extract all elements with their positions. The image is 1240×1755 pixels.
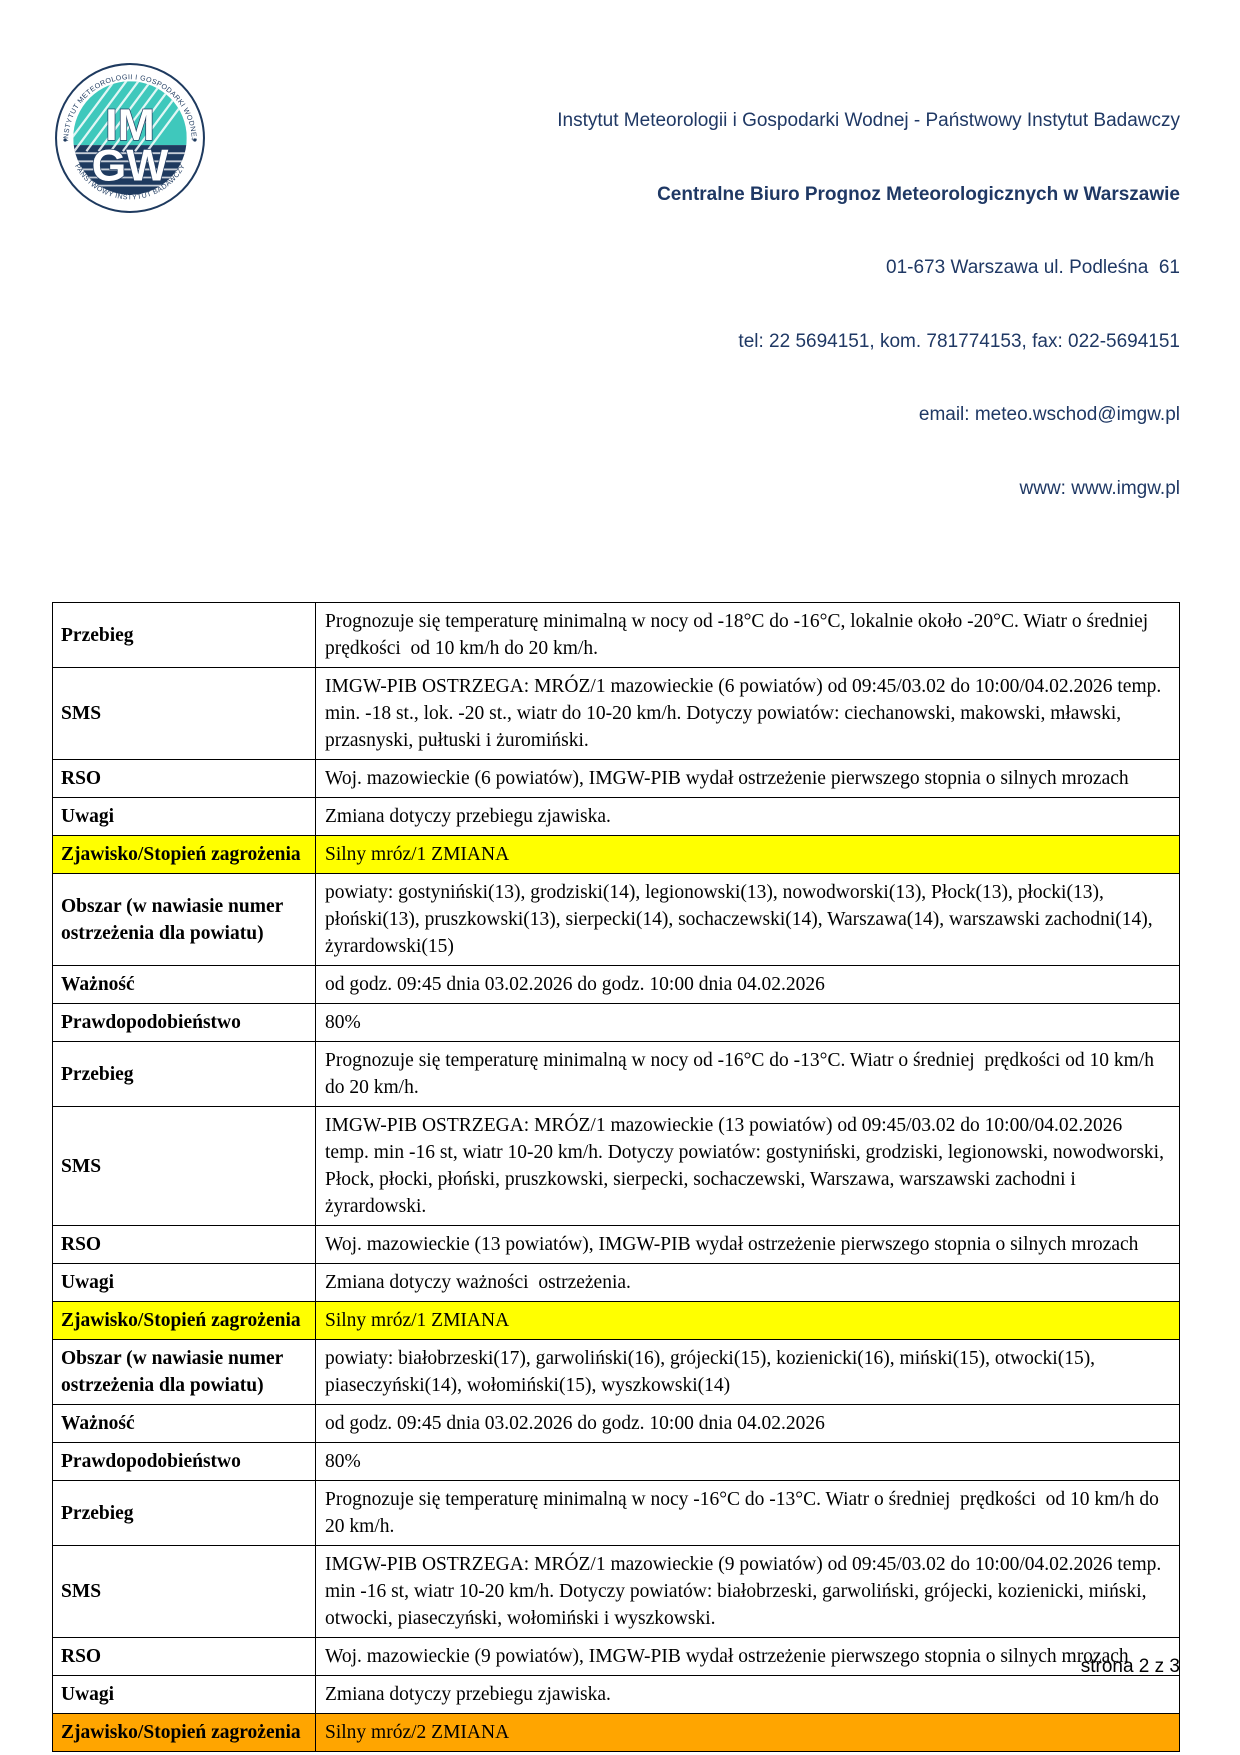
header-institute-name: Instytut Meteorologii i Gospodarki Wodne…	[557, 110, 1180, 131]
row-value: Woj. mazowieckie (9 powiatów), IMGW-PIB …	[315, 1637, 1180, 1676]
row-label: Prawdopodobieństwo	[52, 1442, 316, 1481]
row-value: Zmiana dotyczy przebiegu zjawiska.	[315, 1675, 1180, 1714]
row-label: Zjawisko/Stopień zagrożenia	[52, 1713, 316, 1752]
row-value: Prognozuje się temperaturę minimalną w n…	[315, 1480, 1180, 1546]
document-header: IM GW INSTYTUT METEOROLOGII I GOSPODARKI…	[0, 0, 1240, 550]
page-number: strona 2 z 3	[1080, 1656, 1180, 1677]
table-row: Zjawisko/Stopień zagrożenia Silny mróz/2 …	[52, 1713, 1180, 1752]
table-row: Uwagi Zmiana dotyczy przebiegu zjawiska.	[52, 1675, 1180, 1714]
row-label: Ważność	[52, 1404, 316, 1443]
row-label: Obszar (w nawiasie numer ostrzeżenia dla…	[52, 1339, 316, 1405]
row-value: Silny mróz/1 ZMIANA	[315, 835, 1180, 874]
row-label: Obszar (w nawiasie numer ostrzeżenia dla…	[52, 873, 316, 966]
table-row: Uwagi Zmiana dotyczy ważności ostrzeżenia…	[52, 1263, 1180, 1302]
table-row: Obszar (w nawiasie numer ostrzeżenia dla…	[52, 873, 1180, 966]
row-label: Przebieg	[52, 1041, 316, 1107]
row-value: Prognozuje się temperaturę minimalną w n…	[315, 602, 1180, 668]
row-label: Zjawisko/Stopień zagrożenia	[52, 1301, 316, 1340]
table-row: SMS IMGW-PIB OSTRZEGA: MRÓZ/1 mazowieckie…	[52, 667, 1180, 760]
row-value: Silny mróz/2 ZMIANA	[315, 1713, 1180, 1752]
row-value: IMGW-PIB OSTRZEGA: MRÓZ/1 mazowieckie (9…	[315, 1545, 1180, 1638]
row-label: Przebieg	[52, 602, 316, 668]
table-row: RSO Woj. mazowieckie (13 powiatów), IMGW-…	[52, 1225, 1180, 1264]
table-row: Zjawisko/Stopień zagrożenia Silny mróz/1 …	[52, 835, 1180, 874]
row-value: od godz. 09:45 dnia 03.02.2026 do godz. …	[315, 965, 1180, 1004]
logo-monogram-im: IM	[105, 101, 155, 150]
table-row: Zjawisko/Stopień zagrożenia Silny mróz/1 …	[52, 1301, 1180, 1340]
row-label: SMS	[52, 1545, 316, 1638]
row-label: Ważność	[52, 965, 316, 1004]
table-row: RSO Woj. mazowieckie (9 powiatów), IMGW-P…	[52, 1637, 1180, 1676]
row-value: Zmiana dotyczy przebiegu zjawiska.	[315, 797, 1180, 836]
imgw-logo: IM GW INSTYTUT METEOROLOGII I GOSPODARKI…	[54, 62, 206, 214]
row-value: IMGW-PIB OSTRZEGA: MRÓZ/1 mazowieckie (6…	[315, 667, 1180, 760]
row-label: Zjawisko/Stopień zagrożenia	[52, 835, 316, 874]
row-value: powiaty: białobrzeski(17), garwoliński(1…	[315, 1339, 1180, 1405]
row-label: RSO	[52, 1637, 316, 1676]
row-label: SMS	[52, 667, 316, 760]
imgw-logo-graphic: IM GW INSTYTUT METEOROLOGII I GOSPODARKI…	[55, 63, 205, 213]
page-footer: strona 2 z 3	[1081, 1656, 1180, 1678]
table-row: RSO Woj. mazowieckie (6 powiatów), IMGW-P…	[52, 759, 1180, 798]
header-phone: tel: 22 5694151, kom. 781774153, fax: 02…	[738, 330, 1180, 352]
row-value: Woj. mazowieckie (13 powiatów), IMGW-PIB…	[315, 1225, 1180, 1264]
row-value: od godz. 09:45 dnia 03.02.2026 do godz. …	[315, 1404, 1180, 1443]
table-row: Prawdopodobieństwo 80%	[52, 1003, 1180, 1042]
table-row: Przebieg Prognozuje się temperaturę minim…	[52, 1480, 1180, 1546]
table-row: Ważność od godz. 09:45 dnia 03.02.2026 do…	[52, 965, 1180, 1004]
header-www: www: www.imgw.pl	[1019, 477, 1180, 499]
row-label: Uwagi	[52, 1675, 316, 1714]
table-row: Przebieg Prognozuje się temperaturę minim…	[52, 1041, 1180, 1107]
row-value: Zmiana dotyczy ważności ostrzeżenia.	[315, 1263, 1180, 1302]
warnings-table: Przebieg Prognozuje się temperaturę minim…	[52, 602, 1180, 1752]
table-row: Uwagi Zmiana dotyczy przebiegu zjawiska.	[52, 797, 1180, 836]
row-label: RSO	[52, 759, 316, 798]
row-label: RSO	[52, 1225, 316, 1264]
header-address: 01-673 Warszawa ul. Podleśna 61	[886, 257, 1180, 278]
warnings-table-body: Przebieg Prognozuje się temperaturę minim…	[52, 602, 1180, 1752]
table-row: Obszar (w nawiasie numer ostrzeżenia dla…	[52, 1339, 1180, 1405]
row-value: Silny mróz/1 ZMIANA	[315, 1301, 1180, 1340]
header-contact-block: Instytut Meteorologii i Gospodarki Wodne…	[0, 60, 1240, 550]
row-label: Uwagi	[52, 797, 316, 836]
row-label: SMS	[52, 1106, 316, 1226]
table-row: SMS IMGW-PIB OSTRZEGA: MRÓZ/1 mazowieckie…	[52, 1106, 1180, 1226]
row-value: 80%	[315, 1003, 1180, 1042]
header-bureau-name: Centralne Biuro Prognoz Meteorologicznyc…	[657, 183, 1180, 205]
row-value: powiaty: gostyniński(13), grodziski(14),…	[315, 873, 1180, 966]
table-row: Przebieg Prognozuje się temperaturę minim…	[52, 602, 1180, 668]
header-email: email: meteo.wschod@imgw.pl	[918, 404, 1180, 425]
table-row: Prawdopodobieństwo 80%	[52, 1442, 1180, 1481]
row-label: Prawdopodobieństwo	[52, 1003, 316, 1042]
logo-monogram-gw: GW	[92, 142, 170, 191]
table-row: Ważność od godz. 09:45 dnia 03.02.2026 do…	[52, 1404, 1180, 1443]
row-value: Woj. mazowieckie (6 powiatów), IMGW-PIB …	[315, 759, 1180, 798]
row-label: Uwagi	[52, 1263, 316, 1302]
row-label: Przebieg	[52, 1480, 316, 1546]
table-row: SMS IMGW-PIB OSTRZEGA: MRÓZ/1 mazowieckie…	[52, 1545, 1180, 1638]
row-value: 80%	[315, 1442, 1180, 1481]
row-value: IMGW-PIB OSTRZEGA: MRÓZ/1 mazowieckie (1…	[315, 1106, 1180, 1226]
row-value: Prognozuje się temperaturę minimalną w n…	[315, 1041, 1180, 1107]
